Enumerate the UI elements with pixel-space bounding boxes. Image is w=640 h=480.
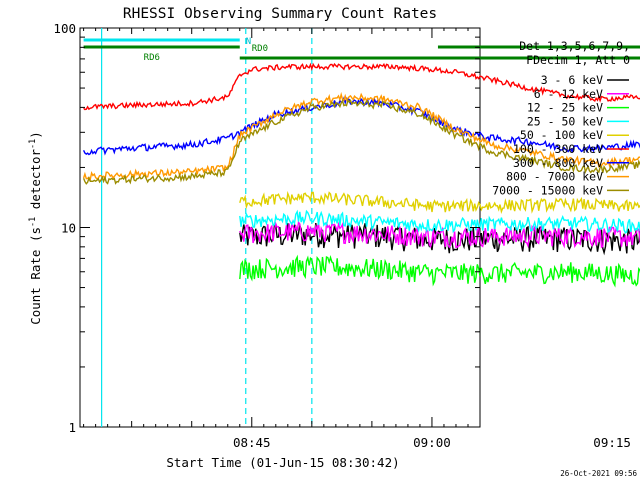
chart-title: RHESSI Observing Summary Count Rates xyxy=(123,6,437,22)
series-line xyxy=(239,220,640,249)
legend: Det 1,3,5,6,7,9,FDecim 1, Att 0 3 - 6 keV… xyxy=(492,39,630,197)
y-tick-label: 1 xyxy=(68,420,76,435)
legend-label: 3 - 6 keV xyxy=(541,73,603,87)
legend-label: 800 - 7000 keV xyxy=(506,170,603,184)
legend-label: 25 - 50 keV xyxy=(527,114,603,128)
y-tick-label: 100 xyxy=(53,21,76,36)
series-line xyxy=(239,209,640,234)
series-line xyxy=(82,91,640,182)
rd6-label: RD6 xyxy=(144,53,160,63)
x-tick-label: 08:45 xyxy=(233,435,271,450)
legend-label: 50 - 100 keV xyxy=(520,128,603,142)
legend-label: 6 - 12 keV xyxy=(534,87,603,101)
series-line xyxy=(83,62,640,111)
legend-label: 12 - 25 keV xyxy=(527,101,603,115)
legend-label: 100 - 300 keV xyxy=(513,142,603,156)
series-layer xyxy=(82,62,640,288)
legend-header: Det 1,3,5,6,7,9, xyxy=(519,39,630,53)
x-tick-label: 09:00 xyxy=(413,435,451,450)
legend-label: 300 - 800 keV xyxy=(513,156,603,170)
legend-label: 7000 - 15000 keV xyxy=(492,183,603,197)
vertical-markers xyxy=(101,28,313,427)
series-line xyxy=(239,254,640,288)
rd0-label: RD0 xyxy=(252,44,268,54)
series-line xyxy=(239,190,640,214)
x-axis-label: Start Time (01-Jun-15 08:30:42) xyxy=(166,455,399,470)
series-line xyxy=(82,98,640,185)
night-label: N xyxy=(246,37,251,47)
x-tick-label: 09:15 xyxy=(593,435,631,450)
y-tick-label: 10 xyxy=(61,221,76,236)
legend-header: FDecim 1, Att 0 xyxy=(526,53,630,67)
footer-date: 26-Oct-2021 09:56 xyxy=(560,469,637,478)
series-line xyxy=(82,96,640,156)
y-axis-label: Count Rate (s-1 detector-1) xyxy=(28,131,43,325)
